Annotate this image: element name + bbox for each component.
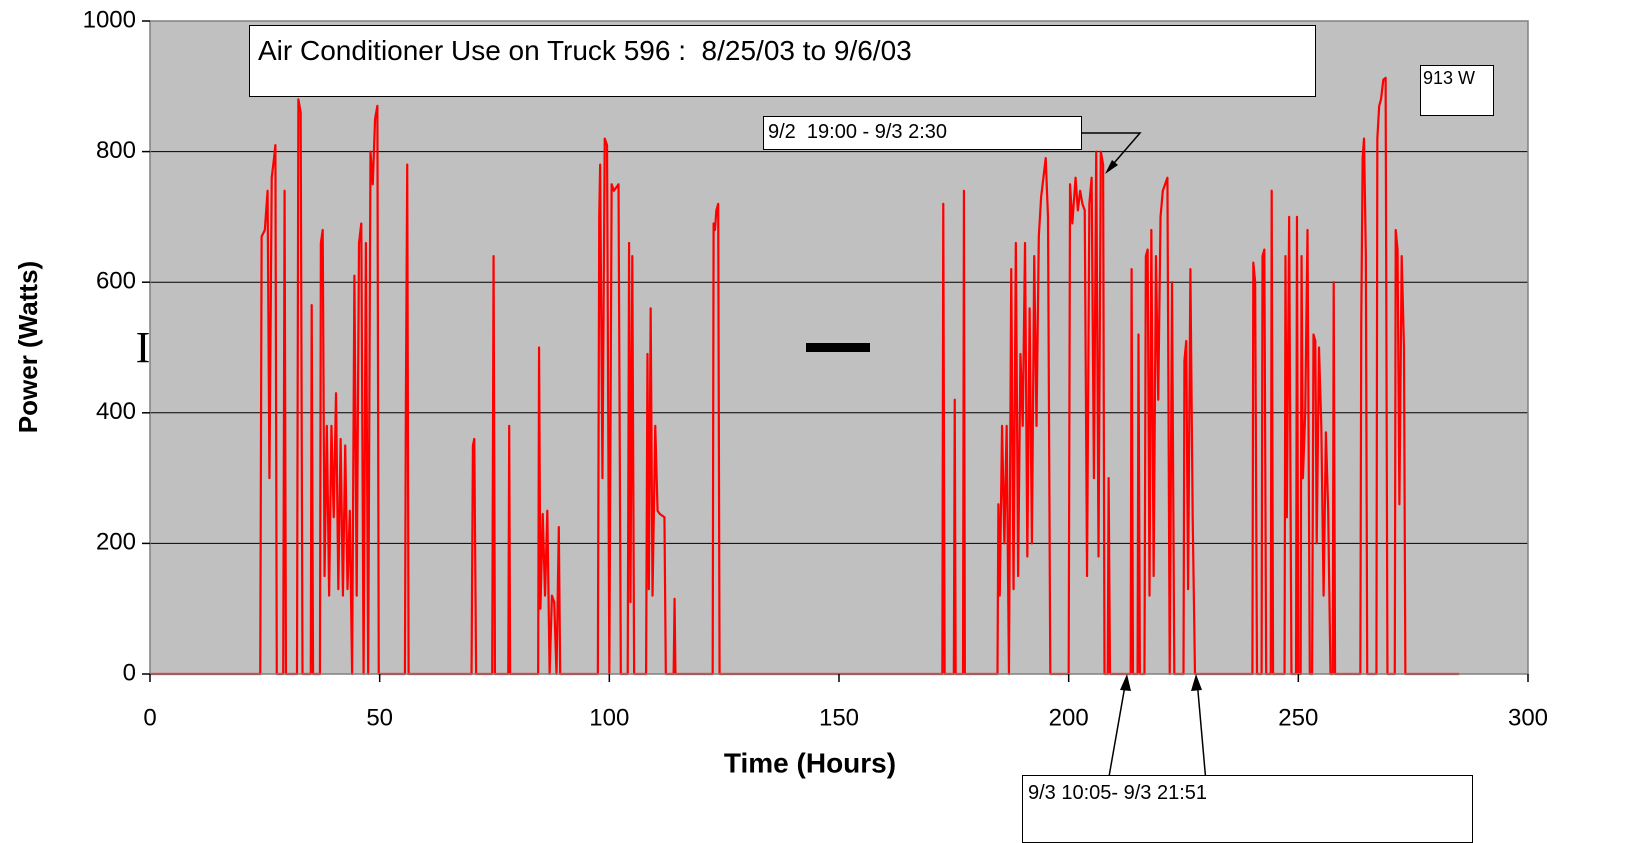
x-tick-label: 100	[589, 704, 629, 731]
data-line	[150, 76, 1460, 676]
arrow-head	[1191, 674, 1202, 691]
annotation: 9/3 10:05- 9/3 21:51	[1022, 775, 1473, 843]
x-tick-label: 300	[1508, 704, 1548, 731]
y-tick-label: 200	[96, 529, 136, 556]
annotation: 913 W	[1420, 65, 1494, 116]
x-tick-label: 50	[366, 704, 393, 731]
x-tick-label: 150	[819, 704, 859, 731]
annotation: 9/2 19:00 - 9/3 2:30	[763, 116, 1082, 150]
x-tick-label: 0	[143, 704, 156, 731]
marks	[150, 76, 1460, 676]
chart-title: Air Conditioner Use on Truck 596 : 8/25/…	[249, 25, 1316, 97]
arrow-head	[1120, 674, 1131, 691]
x-axis-label: Time (Hours)	[724, 747, 896, 778]
y-tick-label: 800	[96, 137, 136, 164]
arrow-line	[1081, 132, 1142, 171]
y-tick-label: 400	[96, 398, 136, 425]
arrow-head	[1105, 160, 1118, 174]
y-tick-label: 1000	[83, 6, 136, 33]
ticks: 0 200 400 600 800 1000 0 50 100 150 200 250 300	[83, 6, 1548, 731]
x-tick-label: 250	[1278, 704, 1318, 731]
x-tick-label: 200	[1049, 704, 1089, 731]
dash-mark	[806, 343, 870, 352]
y-axis-label: Power (Watts)	[13, 261, 43, 433]
stray-glyph: I	[136, 323, 151, 372]
y-tick-label: 600	[96, 268, 136, 295]
y-tick-label: 0	[123, 659, 136, 686]
